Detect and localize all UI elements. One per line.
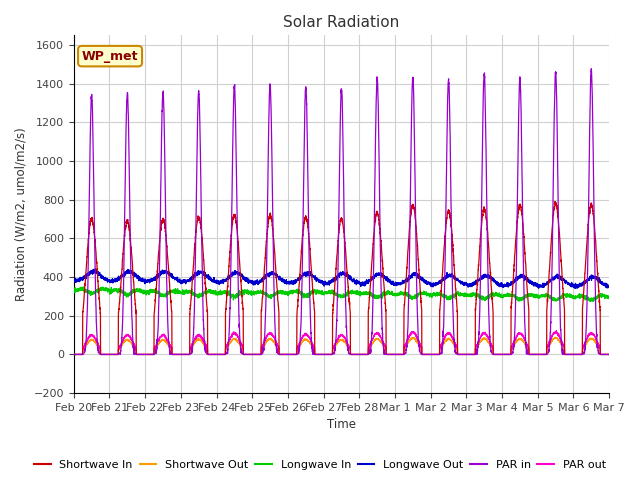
PAR out — [461, 351, 469, 357]
Shortwave In — [605, 351, 612, 357]
Longwave Out — [605, 283, 612, 288]
PAR out — [70, 351, 77, 357]
Shortwave In — [166, 288, 174, 293]
PAR out — [432, 351, 440, 357]
X-axis label: Time: Time — [327, 419, 356, 432]
Longwave In — [321, 290, 329, 296]
PAR out — [492, 351, 499, 357]
Shortwave In — [432, 351, 440, 357]
PAR in — [588, 66, 595, 72]
Longwave Out — [70, 277, 77, 283]
Longwave Out — [92, 266, 99, 272]
Longwave In — [166, 289, 174, 295]
Longwave Out — [572, 286, 580, 291]
PAR in — [321, 351, 329, 357]
Shortwave In — [492, 351, 499, 357]
PAR in — [492, 351, 499, 357]
PAR in — [166, 348, 174, 354]
PAR out — [605, 351, 613, 357]
Shortwave Out — [492, 351, 499, 357]
Line: Shortwave Out: Shortwave Out — [74, 337, 609, 354]
Shortwave In — [461, 351, 469, 357]
Longwave Out — [492, 278, 500, 284]
Shortwave In — [70, 351, 77, 357]
Shortwave Out — [605, 351, 612, 357]
Longwave Out — [461, 281, 469, 287]
PAR in — [461, 351, 469, 357]
Longwave In — [432, 293, 440, 299]
Longwave Out — [605, 284, 613, 289]
PAR out — [605, 351, 612, 357]
Shortwave In — [605, 351, 613, 357]
Longwave In — [70, 288, 77, 294]
PAR in — [605, 351, 612, 357]
Longwave In — [605, 295, 613, 300]
Longwave In — [492, 289, 500, 295]
Shortwave Out — [432, 351, 440, 357]
Line: Longwave Out: Longwave Out — [74, 269, 609, 288]
Longwave In — [80, 284, 88, 290]
Title: Solar Radiation: Solar Radiation — [284, 15, 399, 30]
Longwave In — [461, 291, 469, 297]
Shortwave Out — [70, 351, 77, 357]
PAR in — [432, 351, 440, 357]
Shortwave Out — [605, 351, 613, 357]
Shortwave Out — [551, 335, 559, 340]
Longwave Out — [432, 281, 440, 287]
PAR out — [552, 328, 560, 334]
Shortwave In — [551, 198, 559, 204]
Line: PAR in: PAR in — [74, 69, 609, 354]
Longwave In — [605, 294, 612, 300]
Text: WP_met: WP_met — [82, 49, 138, 63]
Y-axis label: Radiation (W/m2, umol/m2/s): Radiation (W/m2, umol/m2/s) — [15, 127, 28, 301]
PAR out — [321, 351, 329, 357]
PAR out — [166, 343, 174, 348]
Shortwave Out — [461, 351, 469, 357]
Longwave In — [586, 299, 594, 304]
Line: Shortwave In: Shortwave In — [74, 201, 609, 354]
Line: Longwave In: Longwave In — [74, 287, 609, 301]
Shortwave Out — [321, 351, 329, 357]
Shortwave Out — [166, 345, 174, 350]
Shortwave In — [321, 351, 329, 357]
Legend: Shortwave In, Shortwave Out, Longwave In, Longwave Out, PAR in, PAR out: Shortwave In, Shortwave Out, Longwave In… — [29, 456, 611, 474]
PAR in — [605, 351, 613, 357]
Line: PAR out: PAR out — [74, 331, 609, 354]
Longwave Out — [321, 279, 329, 285]
PAR in — [70, 351, 77, 357]
Longwave Out — [166, 273, 174, 278]
